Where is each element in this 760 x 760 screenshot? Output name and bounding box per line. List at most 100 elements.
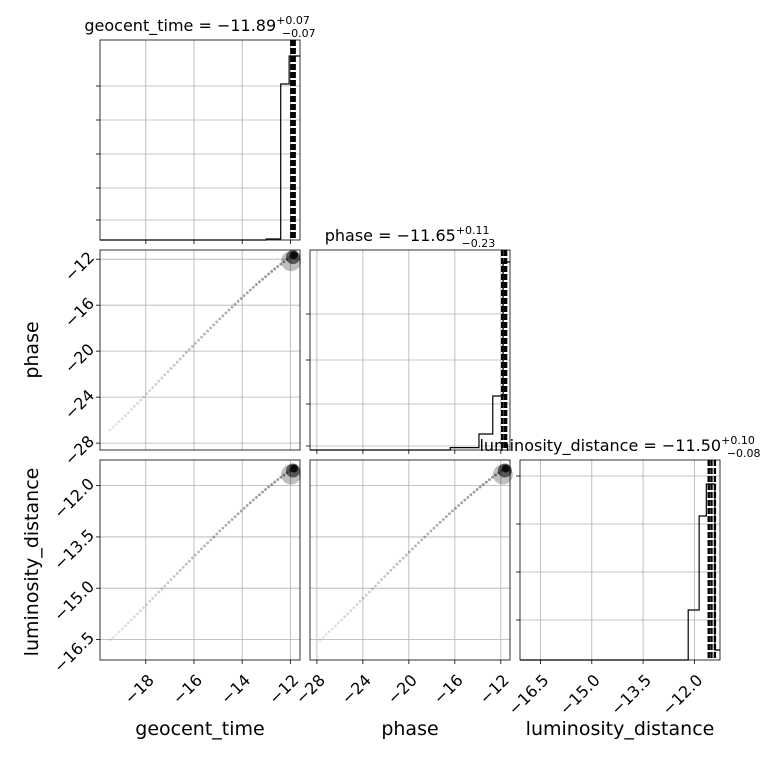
scatter-point — [273, 267, 277, 271]
scatter-point — [423, 535, 427, 539]
scatter-point — [370, 587, 374, 591]
y-tick-label: −16 — [61, 294, 98, 331]
scatter-point — [451, 509, 454, 513]
scatter-point — [151, 386, 155, 389]
scatter-point — [447, 512, 451, 516]
scatter-point — [114, 633, 118, 637]
scatter-point — [374, 584, 377, 588]
scatter-point — [334, 624, 337, 628]
x-tick-label: −16.5 — [504, 671, 552, 719]
scatter-point — [148, 599, 152, 603]
scatter-point — [435, 523, 439, 527]
scatter-point — [438, 520, 442, 524]
scatter-point — [484, 480, 488, 484]
scatter-point — [184, 562, 188, 566]
scatter-point — [411, 547, 414, 551]
scatter-point — [398, 559, 402, 563]
scatter-point — [346, 612, 350, 616]
scatter-point — [267, 485, 271, 489]
scatter-point — [251, 285, 255, 289]
scatter-point — [187, 348, 191, 351]
scatter-point — [267, 272, 271, 276]
tick-marks — [96, 85, 695, 664]
scatter-point — [163, 584, 167, 588]
scatter-point — [239, 297, 243, 300]
scatter-point — [145, 603, 149, 606]
scatter-point — [160, 587, 164, 591]
scatter-point — [343, 615, 347, 619]
scatter-point — [227, 308, 231, 312]
scatter-point — [181, 565, 185, 569]
scatter-point — [261, 277, 264, 281]
scatter-point — [160, 376, 164, 380]
scatter-point — [401, 556, 405, 560]
scatter-point — [136, 612, 139, 616]
scatter-point — [224, 311, 228, 315]
scatter-point — [457, 504, 461, 507]
scatter-point — [454, 506, 457, 510]
scatter-point — [321, 635, 325, 639]
scatter-point — [273, 480, 277, 484]
scatter-point — [178, 357, 182, 361]
scatter-point — [239, 509, 243, 513]
x-tick-label: −16 — [430, 671, 467, 708]
scatter-point — [367, 590, 371, 594]
scatter-point — [414, 544, 417, 548]
scatter-point — [255, 283, 258, 286]
scatter-point — [361, 596, 365, 600]
scatter-point — [108, 638, 112, 642]
scatter-point — [264, 275, 267, 278]
scatter-point — [218, 317, 222, 321]
scatter-point — [157, 590, 161, 594]
scatter-point — [337, 621, 340, 625]
y-tick-label: −28 — [61, 432, 98, 469]
scatter-point — [212, 323, 216, 327]
scatter-point — [386, 572, 390, 575]
scatter-point — [261, 490, 264, 494]
scatter-point — [129, 408, 133, 411]
scatter-point — [488, 478, 491, 482]
scatter-point — [129, 618, 133, 622]
scatter-point — [218, 529, 222, 533]
scatter-point — [154, 593, 158, 597]
scatter-point — [358, 599, 362, 603]
scatter-point — [469, 493, 473, 497]
scatter-point — [340, 618, 343, 622]
scatter-point — [172, 363, 176, 367]
scatter-point — [279, 475, 283, 479]
scatter-point — [491, 475, 494, 479]
x-axis-label-phase: phase — [381, 718, 438, 740]
scatter-point — [364, 593, 368, 597]
scatter-point — [163, 373, 167, 377]
scatter-point — [230, 518, 234, 521]
scatter-point — [276, 478, 280, 482]
y-axis-label-luminosity-distance: luminosity_distance — [21, 468, 43, 657]
scatter-point — [175, 572, 179, 575]
histogram-geocent_time — [100, 55, 300, 241]
scatter-point — [111, 635, 115, 639]
scatter-point — [172, 575, 176, 578]
scatter-point — [463, 498, 467, 502]
scatter-point — [383, 575, 387, 578]
panel-frames — [99, 39, 721, 661]
scatter-point — [169, 367, 173, 370]
x-tick-label: −13.5 — [607, 671, 655, 719]
scatter-point — [194, 341, 197, 345]
scatter-point — [380, 578, 384, 582]
scatter-point — [166, 370, 170, 374]
scatter-point — [251, 498, 255, 502]
scatter-point — [282, 260, 286, 264]
scatter-point — [377, 581, 380, 585]
scatter-point — [206, 541, 210, 545]
panel-frame — [309, 459, 511, 661]
gridlines — [100, 40, 720, 660]
y-tick-label: −16.5 — [50, 628, 98, 676]
scatter-point — [203, 544, 206, 548]
scatter-point — [233, 515, 237, 519]
scatter-point — [318, 638, 322, 642]
scatter-point — [209, 326, 213, 330]
scatter-point — [117, 630, 121, 634]
scatter-point — [169, 578, 173, 582]
scatter-point — [157, 379, 161, 383]
